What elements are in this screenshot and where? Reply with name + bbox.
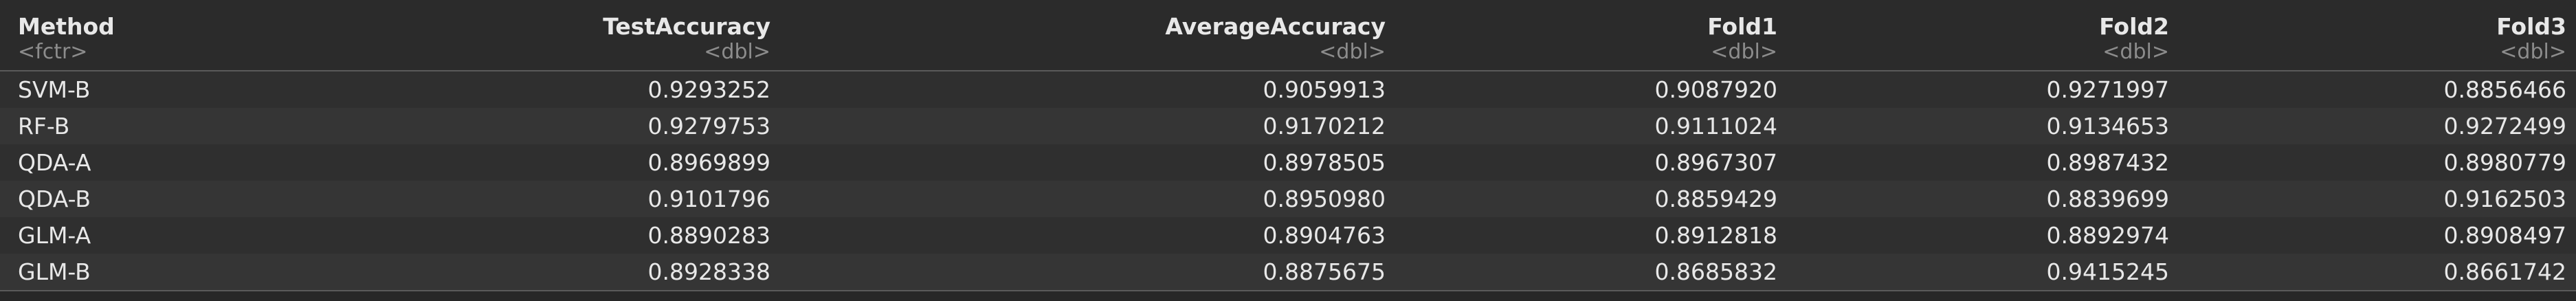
table-cell: 0.8967307 (1654, 149, 1777, 176)
table-cell: 0.9272499 (2443, 113, 2566, 140)
table-cell: 0.8839699 (2046, 186, 2169, 212)
table-row: QDA-B 0.9101796 0.8950980 0.8859429 0.88… (0, 181, 2576, 217)
table-cell: 0.9101796 (647, 186, 770, 212)
table-cell: 0.8978505 (1263, 149, 1386, 176)
table-cell: 0.8980779 (2443, 149, 2566, 176)
table-cell-method: RF-B (18, 113, 70, 140)
column-type: <fctr> (18, 40, 88, 64)
table-cell: 0.9415245 (2046, 258, 2169, 285)
table-cell: 0.8912818 (1654, 222, 1777, 249)
table-cell: 0.8987432 (2046, 149, 2169, 176)
column-type: <dbl> (2500, 40, 2566, 64)
column-type: <dbl> (2102, 40, 2169, 64)
table-cell: 0.9087920 (1654, 76, 1777, 103)
table-cell: 0.9170212 (1263, 113, 1386, 140)
results-table: Method <fctr> TestAccuracy <dbl> Average… (0, 0, 2576, 291)
column-header-fold1[interactable]: Fold1 <dbl> (1395, 0, 1787, 71)
table-cell: 0.8661742 (2443, 258, 2566, 285)
column-name: AverageAccuracy (1165, 13, 1386, 40)
table-row: GLM-B 0.8928338 0.8875675 0.8685832 0.94… (0, 254, 2576, 291)
table-cell: 0.8950980 (1263, 186, 1386, 212)
table-row: SVM-B 0.9293252 0.9059913 0.9087920 0.92… (0, 71, 2576, 108)
table-cell-method: GLM-B (18, 258, 91, 285)
table-cell: 0.9111024 (1654, 113, 1777, 140)
table-cell: 0.8890283 (647, 222, 770, 249)
column-header-testaccuracy[interactable]: TestAccuracy <dbl> (165, 0, 780, 71)
table-row: GLM-A 0.8890283 0.8904763 0.8912818 0.88… (0, 217, 2576, 254)
table-cell: 0.8856466 (2443, 76, 2566, 103)
column-type: <dbl> (1711, 40, 1777, 64)
column-header-averageaccuracy[interactable]: AverageAccuracy <dbl> (780, 0, 1395, 71)
table-cell: 0.8969899 (647, 149, 770, 176)
table-cell: 0.9271997 (2046, 76, 2169, 103)
table-cell: 0.9059913 (1263, 76, 1386, 103)
table-cell: 0.9162503 (2443, 186, 2566, 212)
table-cell: 0.8908497 (2443, 222, 2566, 249)
table-cell-method: SVM-B (18, 76, 91, 103)
header-row: Method <fctr> TestAccuracy <dbl> Average… (0, 0, 2576, 71)
table-cell: 0.9134653 (2046, 113, 2169, 140)
table-cell: 0.8685832 (1654, 258, 1777, 285)
table-cell: 0.8892974 (2046, 222, 2169, 249)
column-header-method[interactable]: Method <fctr> (0, 0, 165, 71)
table-cell: 0.8904763 (1263, 222, 1386, 249)
table-cell: 0.8928338 (647, 258, 770, 285)
table-cell: 0.8859429 (1654, 186, 1777, 212)
column-name: Fold3 (2496, 13, 2566, 40)
column-name: Fold2 (2099, 13, 2169, 40)
table-cell-method: GLM-A (18, 222, 91, 249)
table-cell-method: QDA-A (18, 149, 91, 176)
column-name: Method (18, 13, 115, 40)
table-cell: 0.9293252 (647, 76, 770, 103)
column-name: Fold1 (1707, 13, 1777, 40)
column-header-fold2[interactable]: Fold2 <dbl> (1787, 0, 2179, 71)
column-name: TestAccuracy (603, 13, 770, 40)
column-header-fold3[interactable]: Fold3 <dbl> (2179, 0, 2576, 71)
table-cell: 0.9279753 (647, 113, 770, 140)
column-type: <dbl> (704, 40, 770, 64)
table-cell-method: QDA-B (18, 186, 91, 212)
table-cell: 0.8875675 (1263, 258, 1386, 285)
table-row: RF-B 0.9279753 0.9170212 0.9111024 0.913… (0, 108, 2576, 144)
column-type: <dbl> (1319, 40, 1386, 64)
table-row: QDA-A 0.8969899 0.8978505 0.8967307 0.89… (0, 144, 2576, 181)
